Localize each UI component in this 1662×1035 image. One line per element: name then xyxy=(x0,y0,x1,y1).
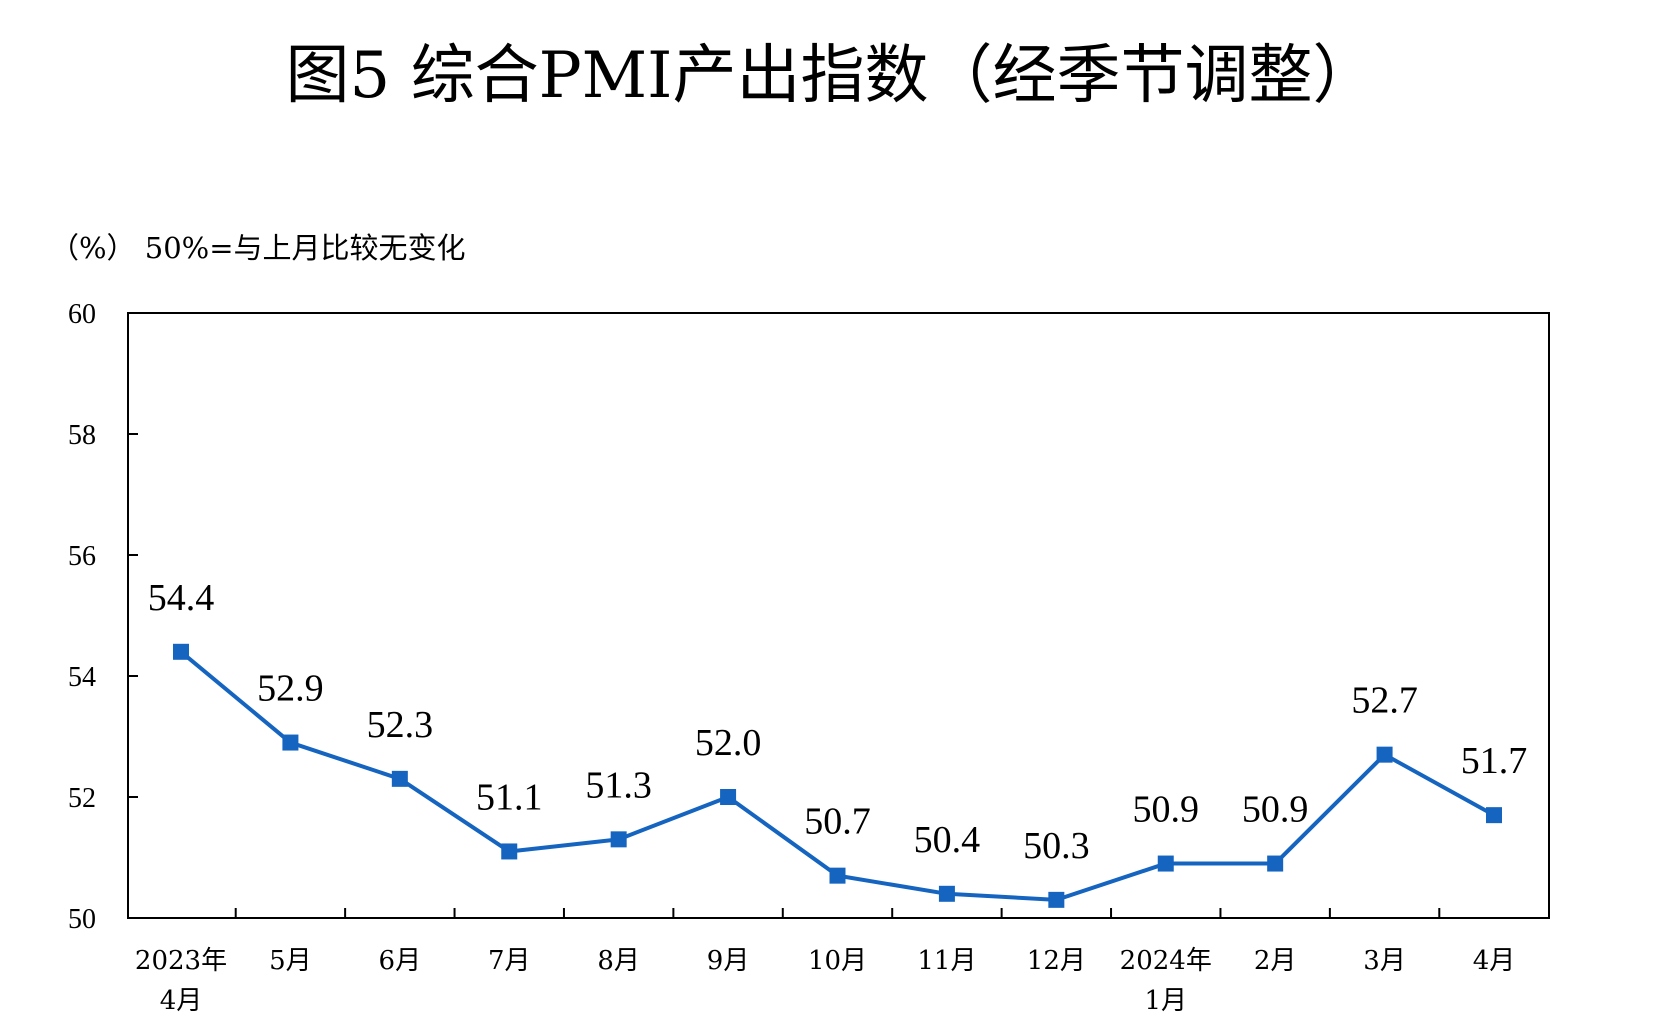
y-tick-label: 60 xyxy=(68,299,96,330)
data-point-marker xyxy=(1486,807,1502,824)
x-tick-label: 6月 xyxy=(379,946,422,976)
data-point-marker xyxy=(610,831,627,848)
x-tick-label: 5月 xyxy=(269,946,312,976)
data-label: 50.9 xyxy=(1133,789,1200,831)
y-tick-label: 58 xyxy=(68,420,96,451)
data-label: 51.7 xyxy=(1461,740,1528,782)
data-point-marker xyxy=(1267,855,1284,872)
x-tick-label: 12月 xyxy=(1027,946,1086,976)
data-label: 52.3 xyxy=(367,704,434,746)
data-label: 52.0 xyxy=(695,722,762,764)
data-labels: 54.4 52.9 52.3 51.1 51.3 52.0 50.7 50.4 50.3 50.9… xyxy=(148,577,1528,867)
data-point-marker xyxy=(829,867,846,884)
x-tick-label: 7月 xyxy=(488,946,531,976)
x-tick-label: 11月 xyxy=(917,946,976,976)
plot-frame xyxy=(127,312,1550,919)
data-point-marker xyxy=(391,770,408,787)
data-point-marker xyxy=(282,734,299,751)
x-tick-label: 1月 xyxy=(1144,986,1187,1016)
data-label: 52.7 xyxy=(1351,680,1418,722)
data-point-marker xyxy=(720,789,737,805)
data-label: 51.3 xyxy=(585,764,652,806)
data-label: 52.9 xyxy=(257,668,324,710)
y-tick-label: 56 xyxy=(68,541,96,572)
chart-title: 图5 综合PMI产出指数（经季节调整） xyxy=(286,39,1377,113)
series-layer xyxy=(173,643,1502,908)
x-tick-label: 3月 xyxy=(1363,946,1406,976)
series-line xyxy=(179,650,1495,902)
y-tick-label: 54 xyxy=(68,662,96,693)
data-label: 50.4 xyxy=(914,819,981,861)
y-tick-label: 50 xyxy=(68,904,96,935)
data-point-marker xyxy=(1048,891,1065,908)
x-tick-label: 2024年 xyxy=(1120,946,1212,976)
x-tick-label: 8月 xyxy=(597,946,640,976)
data-label: 50.9 xyxy=(1242,789,1309,831)
y-axis: 50 52 54 56 58 60 xyxy=(68,299,138,935)
x-tick-label: 2月 xyxy=(1254,946,1297,976)
chart-subtitle: （%） 50%=与上月比较无变化 xyxy=(50,231,466,265)
data-label: 50.7 xyxy=(804,801,871,843)
data-label: 51.1 xyxy=(476,776,543,818)
x-tick-label: 4月 xyxy=(1473,946,1516,976)
data-label: 50.3 xyxy=(1023,825,1090,867)
data-label: 54.4 xyxy=(148,577,215,619)
x-axis: 2023年 4月 5月 6月 7月 8月 9月 10月 11月 12月 2024年 1月 2月 3月 4月 xyxy=(135,908,1515,1016)
x-tick-label: 10月 xyxy=(808,946,867,976)
y-tick-label: 52 xyxy=(68,783,96,814)
data-point-marker xyxy=(173,643,189,660)
data-point-marker xyxy=(938,885,955,902)
data-point-marker xyxy=(1157,855,1174,872)
x-tick-label: 2023年 xyxy=(135,946,227,976)
data-point-marker xyxy=(501,843,518,860)
data-point-marker xyxy=(1376,746,1393,763)
x-tick-label: 4月 xyxy=(160,986,203,1016)
x-tick-label: 9月 xyxy=(707,946,750,976)
